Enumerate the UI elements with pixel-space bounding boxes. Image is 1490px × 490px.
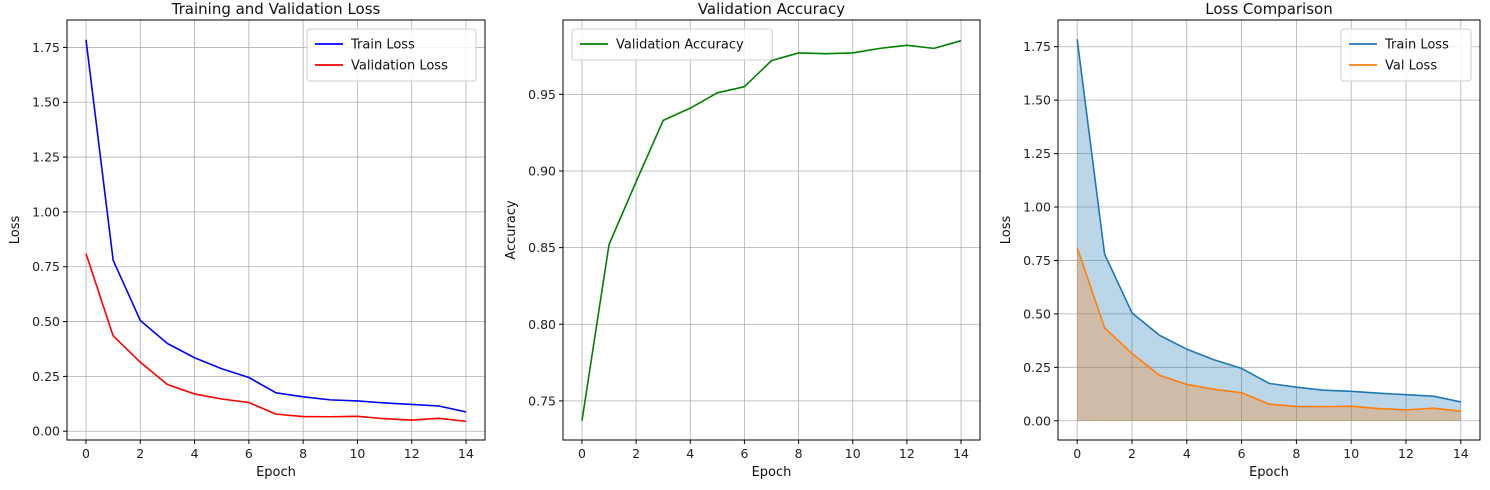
x-axis-label: Epoch [256, 465, 296, 480]
legend-entry-label: Val Loss [1385, 59, 1437, 74]
y-tick-label: 0.25 [1023, 360, 1051, 375]
x-tick-label: 6 [740, 446, 748, 461]
y-tick-label: 0.50 [32, 314, 60, 329]
y-tick-label: 0.90 [528, 163, 556, 178]
y-axis-label: Accuracy [504, 200, 519, 260]
legend-box [1340, 28, 1472, 82]
y-tick-label: 0.75 [528, 393, 556, 408]
legend: Train Loss Val Loss [1340, 28, 1472, 82]
y-tick-label: 1.50 [1023, 93, 1051, 108]
x-tick-label: 0 [82, 446, 90, 461]
y-tick-label: 0.85 [528, 240, 556, 255]
x-tick-label: 12 [899, 446, 915, 461]
y-tick-label: 1.25 [32, 150, 60, 165]
y-tick-label: 0.80 [528, 317, 556, 332]
x-tick-label: 8 [299, 446, 307, 461]
y-tick-label: 1.50 [32, 95, 60, 110]
chart-2: 0 2 4 6 8 10 12 14 0.75 0.80 0.85 0.90 0.95 Validatio… [504, 0, 981, 480]
y-tick-label: 1.00 [32, 204, 60, 219]
y-axis-label: Loss [999, 216, 1014, 245]
x-tick-label: 4 [686, 446, 694, 461]
x-tick-label: 2 [1128, 446, 1136, 461]
y-tick-label: 0.75 [32, 259, 60, 274]
x-tick-label: 14 [458, 446, 474, 461]
y-tick-label: 0.00 [32, 424, 60, 439]
x-tick-label: 12 [404, 446, 420, 461]
y-tick-label: 1.25 [1023, 146, 1051, 161]
x-tick-label: 10 [1343, 446, 1359, 461]
plot-frame [562, 19, 981, 441]
series-line-1 [581, 39, 962, 421]
series-line-2 [1076, 247, 1461, 412]
area-fill-series-1 [1077, 39, 1461, 421]
x-tick-label: 6 [245, 446, 253, 461]
plot-frame [1057, 19, 1481, 441]
chart-title: Training and Validation Loss [171, 0, 381, 18]
series-line-2 [85, 253, 467, 423]
x-tick-label: 4 [191, 446, 199, 461]
legend-entry-label: Validation Accuracy [616, 38, 744, 53]
y-axis-label: Loss [8, 216, 23, 245]
x-tick-label: 0 [1073, 446, 1081, 461]
legend: Train Loss Validation Loss [306, 28, 477, 82]
y-tick-label: 1.75 [32, 40, 60, 55]
y-tick-label: 0.50 [1023, 306, 1051, 321]
y-tick-label: 1.00 [1023, 200, 1051, 215]
x-tick-label: 4 [1183, 446, 1191, 461]
chart-3: 0 2 4 6 8 10 12 14 0.00 0.25 0.50 0.75 1.00 1.25 1.50 1… [999, 0, 1481, 480]
x-tick-label: 10 [845, 446, 861, 461]
x-tick-label: 8 [795, 446, 803, 461]
x-axis-label: Epoch [1249, 465, 1289, 480]
legend: Validation Accuracy [571, 28, 773, 61]
y-tick-label: 0.00 [1023, 413, 1051, 428]
y-tick-label: 1.75 [1023, 39, 1051, 54]
x-tick-label: 2 [136, 446, 144, 461]
legend-box [571, 28, 773, 61]
legend-entry-label: Train Loss [1384, 38, 1449, 53]
x-tick-label: 14 [1453, 446, 1469, 461]
x-axis-label: Epoch [752, 465, 792, 480]
area-fill-series-2 [1077, 247, 1461, 421]
x-tick-label: 0 [578, 446, 586, 461]
y-tick-label: 0.75 [1023, 253, 1051, 268]
legend-entry-label: Validation Loss [351, 59, 448, 74]
chart-1: 0 2 4 6 8 10 12 14 0.00 0.25 0.50 0.75 1.00 1.25 1.50 1… [8, 0, 486, 480]
plot-frame [66, 19, 486, 441]
series-line-1 [85, 39, 467, 413]
legend-entry-label: Train Loss [350, 38, 415, 53]
x-tick-label: 6 [1238, 446, 1246, 461]
x-tick-label: 10 [349, 446, 365, 461]
x-tick-label: 14 [953, 446, 969, 461]
series-line-1 [1076, 39, 1461, 403]
x-tick-label: 2 [632, 446, 640, 461]
legend-box [306, 28, 477, 82]
x-tick-label: 8 [1292, 446, 1300, 461]
y-tick-label: 0.25 [32, 369, 60, 384]
chart-title: Validation Accuracy [698, 0, 845, 18]
chart-title: Loss Comparison [1205, 0, 1332, 18]
x-tick-label: 12 [1398, 446, 1414, 461]
y-tick-label: 0.95 [528, 87, 556, 102]
